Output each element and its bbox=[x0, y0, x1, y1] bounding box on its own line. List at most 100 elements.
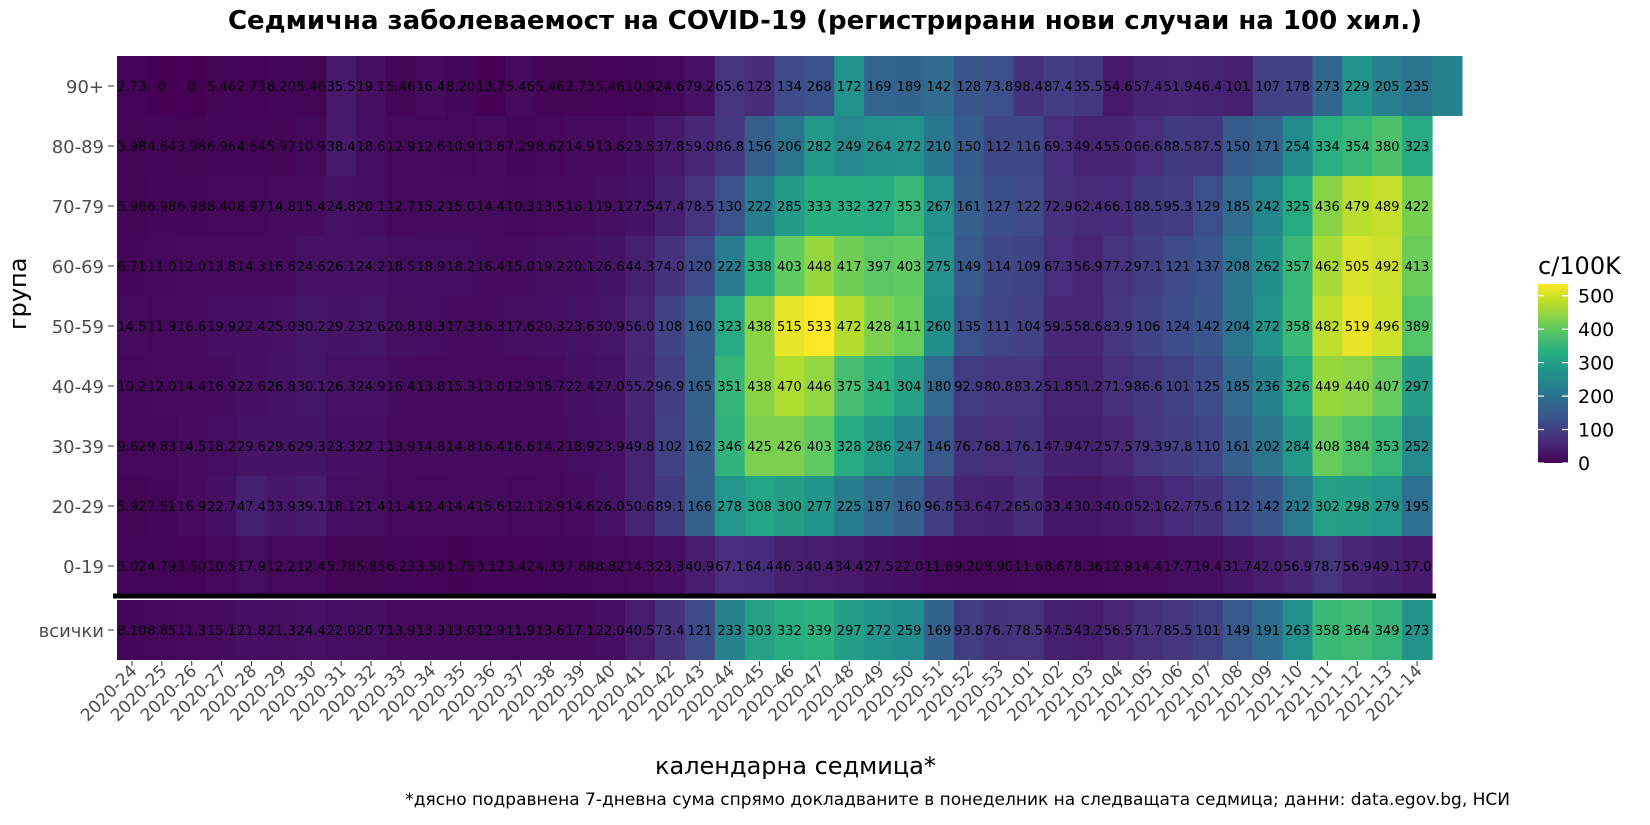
heatmap-cell bbox=[535, 296, 566, 356]
cell-value-label: 496 bbox=[1375, 320, 1400, 335]
cell-value-label: 262 bbox=[1255, 260, 1280, 275]
cell-value-label: 422 bbox=[1405, 200, 1430, 215]
heatmap-cell bbox=[654, 116, 686, 176]
heatmap-cell bbox=[146, 416, 178, 476]
heatmap-cell bbox=[1133, 416, 1164, 476]
heatmap-cell bbox=[684, 56, 716, 116]
heatmap-cell bbox=[206, 536, 238, 596]
heatmap-cell bbox=[774, 600, 805, 660]
heatmap-cell bbox=[445, 536, 477, 596]
heatmap-cell bbox=[1312, 600, 1343, 660]
heatmap-cell bbox=[1013, 356, 1045, 416]
cell-value-label: 15.4 bbox=[297, 200, 326, 215]
heatmap-cell bbox=[684, 356, 716, 416]
cell-value-label: 23.3 bbox=[655, 560, 684, 575]
cell-value-label: 54.6 bbox=[1104, 80, 1133, 95]
cell-value-label: 29.3 bbox=[297, 440, 326, 455]
cell-value-label: 14.5 bbox=[177, 440, 206, 455]
cell-value-label: 18.9 bbox=[416, 260, 445, 275]
cell-value-label: 208 bbox=[1225, 260, 1250, 275]
cell-value-label: 6.71 bbox=[117, 260, 146, 275]
heatmap-cell bbox=[326, 176, 357, 236]
heatmap-cell bbox=[1222, 176, 1254, 236]
cell-value-label: 24.2 bbox=[357, 260, 386, 275]
cell-value-label: 191 bbox=[1255, 624, 1280, 639]
y-tick-label: 30-39 bbox=[52, 437, 104, 458]
cell-value-label: 13.9 bbox=[386, 440, 415, 455]
heatmap-cell bbox=[1282, 356, 1314, 416]
heatmap-cell bbox=[864, 356, 895, 416]
cell-value-label: 96.8 bbox=[924, 500, 953, 515]
cell-value-label: 87.5 bbox=[1193, 140, 1222, 155]
cell-value-label: 12.1 bbox=[506, 500, 535, 515]
heatmap-cell bbox=[1073, 600, 1104, 660]
cell-value-label: 85.5 bbox=[1163, 624, 1192, 639]
heatmap-cell bbox=[1103, 116, 1134, 176]
heatmap-cell bbox=[1013, 236, 1045, 296]
cell-value-label: 14.4 bbox=[177, 380, 206, 395]
heatmap-cell bbox=[804, 600, 835, 660]
cell-value-label: 67.1 bbox=[715, 560, 744, 575]
heatmap-cell bbox=[654, 356, 686, 416]
cell-value-label: 403 bbox=[807, 440, 832, 455]
heatmap-cell bbox=[1103, 356, 1134, 416]
heatmap-cell bbox=[834, 536, 865, 596]
cell-value-label: 479 bbox=[1345, 200, 1370, 215]
heatmap-cell bbox=[894, 116, 925, 176]
heatmap-cell bbox=[714, 236, 746, 296]
cell-value-label: 10.9 bbox=[626, 80, 655, 95]
cell-value-label: 5.98 bbox=[117, 200, 146, 215]
heatmap-cell bbox=[1013, 176, 1045, 236]
cell-value-label: 23.6 bbox=[566, 320, 595, 335]
cell-value-label: 8.67 bbox=[1044, 560, 1073, 575]
heatmap-cell bbox=[1103, 296, 1134, 356]
cell-value-label: 446 bbox=[807, 380, 832, 395]
cell-value-label: 29.6 bbox=[267, 440, 296, 455]
heatmap-cell bbox=[953, 536, 985, 596]
cell-value-label: 10.5 bbox=[207, 560, 236, 575]
cell-value-label: 533 bbox=[807, 320, 832, 335]
cell-value-label: 236 bbox=[1255, 380, 1280, 395]
heatmap-cell bbox=[595, 236, 626, 296]
cell-value-label: 30.1 bbox=[297, 380, 326, 395]
cell-value-label: 34.4 bbox=[835, 560, 864, 575]
heatmap-cell bbox=[923, 296, 955, 356]
cell-value-label: 327 bbox=[867, 200, 892, 215]
cell-value-label: 5.46 bbox=[596, 80, 625, 95]
heatmap-cell bbox=[684, 116, 716, 176]
cell-value-label: 16.6 bbox=[267, 260, 296, 275]
heatmap-cell bbox=[356, 56, 387, 116]
heatmap-cell bbox=[266, 236, 297, 296]
cell-value-label: 16.6 bbox=[506, 440, 535, 455]
color-legend: 0 100 200 300 400 500 bbox=[1538, 284, 1614, 475]
heatmap-cell bbox=[804, 116, 835, 176]
cell-value-label: 7.51 bbox=[147, 500, 176, 515]
cell-value-label: 27.0 bbox=[596, 380, 625, 395]
cell-value-label: 11.3 bbox=[177, 624, 206, 639]
heatmap-cell bbox=[146, 116, 178, 176]
cell-value-label: 297 bbox=[837, 624, 862, 639]
cell-value-label: 332 bbox=[837, 200, 862, 215]
cell-value-label: 13.8 bbox=[416, 380, 445, 395]
heatmap-cell bbox=[356, 600, 387, 660]
cell-value-label: 76.1 bbox=[1014, 440, 1043, 455]
cell-value-label: 16.9 bbox=[207, 380, 236, 395]
cell-value-label: 8.20 bbox=[446, 80, 475, 95]
cell-value-label: 22.0 bbox=[327, 624, 356, 639]
cell-value-label: 89.1 bbox=[655, 500, 684, 515]
heatmap-cell bbox=[236, 476, 268, 536]
heatmap-cell bbox=[326, 600, 357, 660]
cell-value-label: 97.8 bbox=[1163, 440, 1192, 455]
cell-value-label: 142 bbox=[1195, 320, 1220, 335]
heatmap-cell bbox=[1372, 536, 1403, 596]
cell-value-label: 403 bbox=[777, 260, 802, 275]
heatmap-cell bbox=[804, 536, 835, 596]
heatmap-cell bbox=[1073, 116, 1104, 176]
cell-value-label: 19.2 bbox=[536, 260, 565, 275]
heatmap-cell bbox=[326, 536, 357, 596]
cell-value-label: 8.97 bbox=[237, 200, 266, 215]
cell-value-label: 260 bbox=[926, 320, 951, 335]
heatmap-cell bbox=[1252, 176, 1284, 236]
heatmap-cell bbox=[117, 476, 148, 536]
heatmap-cell bbox=[565, 416, 596, 476]
